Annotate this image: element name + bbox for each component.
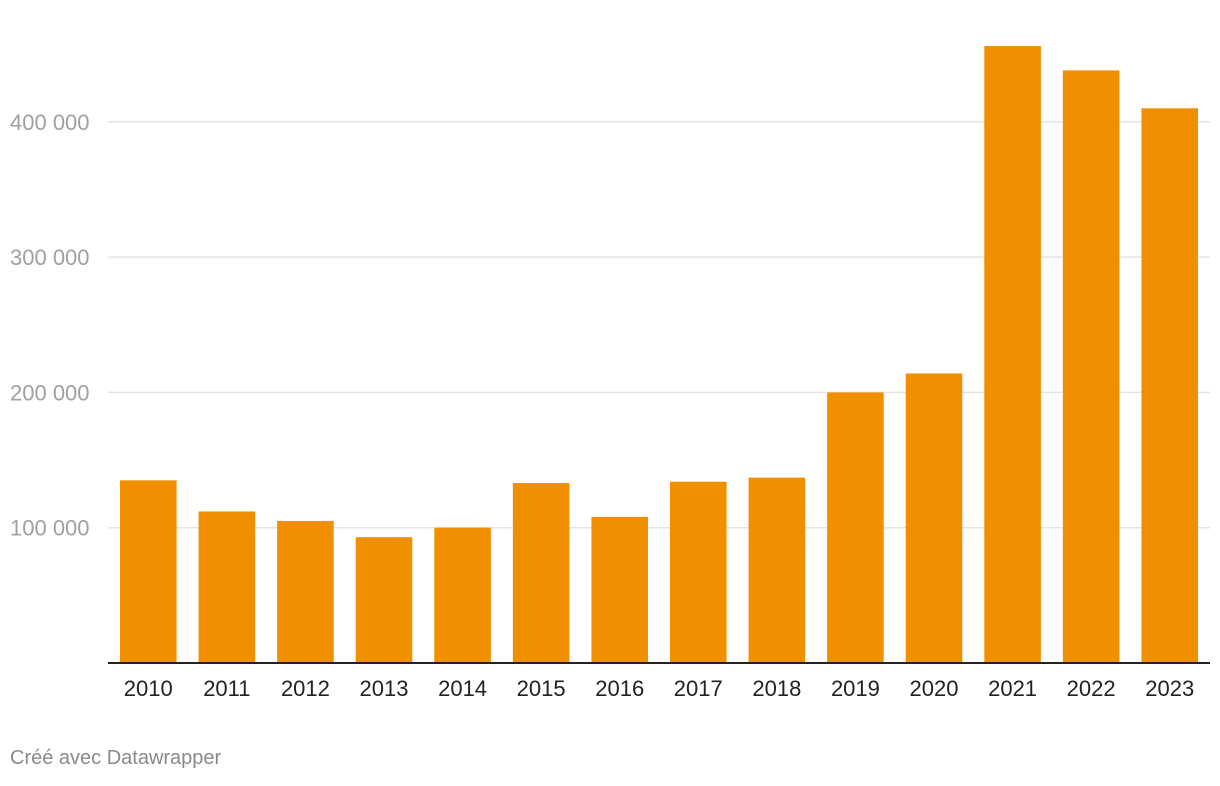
x-tick-label: 2014 (438, 676, 487, 701)
x-tick-label: 2016 (595, 676, 644, 701)
x-tick-label: 2021 (988, 676, 1037, 701)
x-tick-label: 2018 (752, 676, 801, 701)
x-tick-label: 2020 (910, 676, 959, 701)
y-tick-label: 300 000 (10, 245, 90, 270)
bar-2016 (591, 516, 648, 663)
bar-2013 (355, 537, 413, 663)
bar-2014 (434, 527, 491, 663)
bar-2023 (1141, 108, 1198, 663)
x-tick-label: 2010 (124, 676, 173, 701)
bar-2022 (1062, 70, 1120, 664)
bar-2020 (905, 373, 963, 663)
bar-2018 (748, 477, 806, 663)
footer-credit: Créé avec Datawrapper (10, 747, 222, 769)
bar-2010 (120, 480, 177, 663)
bar-2012 (277, 520, 334, 663)
x-tick-label: 2012 (281, 676, 330, 701)
bar-2021 (984, 46, 1041, 664)
x-tick-label: 2015 (517, 676, 566, 701)
y-axis-tick-labels: 100 000 200 000 300 000 400 000 (10, 110, 90, 541)
bar-2017 (670, 481, 727, 663)
x-tick-label: 2013 (360, 676, 409, 701)
x-tick-label: 2022 (1067, 676, 1116, 701)
y-tick-label: 400 000 (10, 110, 90, 135)
x-tick-label: 2019 (831, 676, 880, 701)
y-tick-label: 200 000 (10, 380, 90, 405)
bar-2015 (512, 483, 570, 663)
y-tick-label: 100 000 (10, 516, 90, 541)
x-axis-tick-labels: 2010 2011 2012 2013 2014 2015 2016 2017 2018 2019… (124, 676, 1194, 701)
x-tick-label: 2023 (1145, 676, 1194, 701)
bars (120, 46, 1198, 664)
bar-2011 (198, 511, 256, 663)
gridlines (108, 121, 1210, 529)
x-tick-label: 2011 (203, 676, 250, 701)
bar-2019 (827, 392, 884, 663)
x-tick-label: 2017 (674, 676, 723, 701)
